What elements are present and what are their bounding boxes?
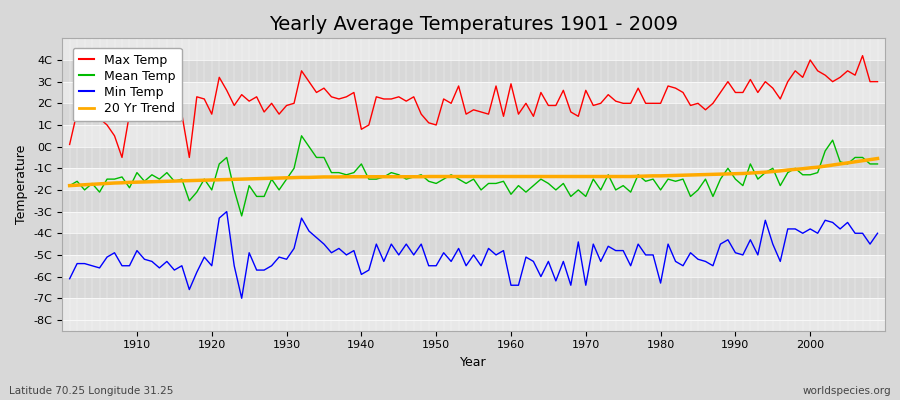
Title: Yearly Average Temperatures 1901 - 2009: Yearly Average Temperatures 1901 - 2009 (269, 15, 678, 34)
Bar (62, 298, 885, 320)
Bar (62, 168, 885, 190)
Bar (62, 82, 885, 103)
Bar (62, 190, 885, 212)
Bar (62, 103, 885, 125)
Bar (62, 233, 885, 255)
Bar (62, 60, 885, 82)
Bar (62, 276, 885, 298)
Legend: Max Temp, Mean Temp, Min Temp, 20 Yr Trend: Max Temp, Mean Temp, Min Temp, 20 Yr Tre… (73, 48, 182, 121)
Bar (62, 212, 885, 233)
Bar (62, 125, 885, 147)
Bar (62, 147, 885, 168)
X-axis label: Year: Year (460, 356, 487, 369)
Text: Latitude 70.25 Longitude 31.25: Latitude 70.25 Longitude 31.25 (9, 386, 174, 396)
Bar (62, 255, 885, 276)
Text: worldspecies.org: worldspecies.org (803, 386, 891, 396)
Y-axis label: Temperature: Temperature (15, 145, 28, 224)
